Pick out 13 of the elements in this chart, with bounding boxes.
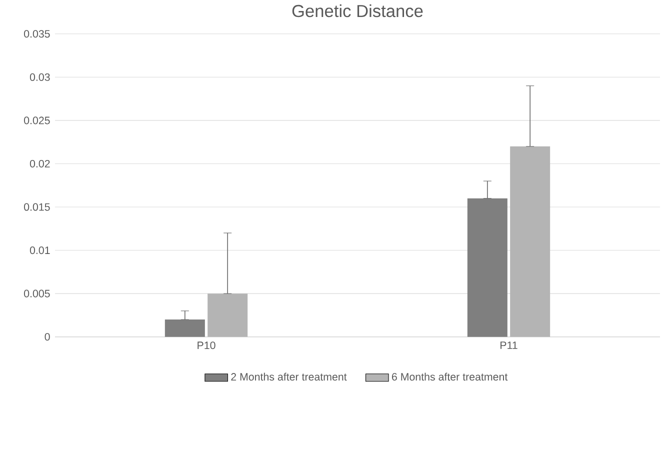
y-tick-label: 0.025 bbox=[24, 116, 50, 124]
legend-label: 6 Months after treatment bbox=[392, 372, 508, 381]
y-tick-label: 0.03 bbox=[30, 73, 50, 81]
y-tick-label: 0.035 bbox=[24, 30, 50, 38]
x-tick-label: P11 bbox=[500, 342, 518, 349]
x-tick-label: P10 bbox=[198, 342, 216, 350]
chart-title: Genetic Distance bbox=[292, 4, 423, 18]
y-tick-label: 0.015 bbox=[24, 203, 50, 211]
y-tick-label: 0 bbox=[44, 333, 50, 341]
y-tick-label: 0.02 bbox=[30, 160, 50, 168]
y-tick-label: 0.005 bbox=[24, 290, 50, 298]
y-tick-label: 0.01 bbox=[30, 246, 50, 254]
legend-label: 2 Months after treatment bbox=[231, 372, 347, 381]
